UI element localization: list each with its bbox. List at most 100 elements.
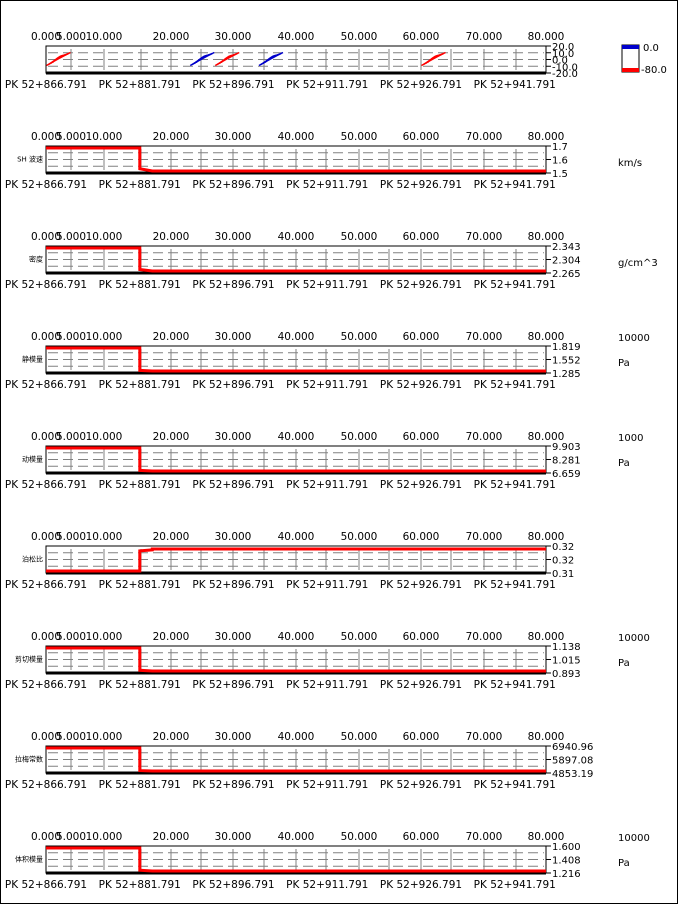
panel-title: 密度 [29, 255, 43, 264]
seismic-feature [189, 51, 215, 67]
pk-label: PK 52+941.791 [474, 179, 556, 191]
pk-label: PK 52+926.791 [380, 579, 462, 591]
pk-label: PK 52+881.791 [99, 879, 181, 891]
x-tick-label: 70.000 [466, 131, 503, 143]
x-tick-label: 20.000 [153, 431, 190, 443]
y-tick-label: 1.5 [552, 169, 568, 180]
x-tick-label: 10.000 [86, 231, 123, 243]
pk-label: PK 52+911.791 [286, 279, 368, 291]
series-line [46, 746, 546, 773]
pk-label: PK 52+926.791 [380, 679, 462, 691]
pk-label: PK 52+896.791 [192, 479, 274, 491]
x-tick-label: 60.000 [403, 331, 440, 343]
pk-label: PK 52+896.791 [192, 679, 274, 691]
pk-label: PK 52+881.791 [99, 79, 181, 91]
unit-label: g/cm^3 [618, 258, 658, 269]
y-tick-label: 4853.19 [552, 769, 593, 780]
x-tick-label: 80.000 [528, 331, 565, 343]
panel-title: 动模量 [22, 455, 43, 464]
panel-title: 静模量 [22, 355, 43, 364]
panel-title: 泊松比 [22, 555, 43, 564]
pk-label: PK 52+941.791 [474, 479, 556, 491]
pk-label: PK 52+866.791 [5, 579, 87, 591]
x-tick-label: 80.000 [528, 731, 565, 743]
x-tick-label: 60.000 [403, 431, 440, 443]
x-tick-label: 80.000 [528, 631, 565, 643]
series-line [46, 547, 546, 573]
panel-title: 拉梅常数 [15, 755, 43, 764]
pk-label: PK 52+911.791 [286, 479, 368, 491]
x-tick-label: 70.000 [466, 631, 503, 643]
x-tick-label: 70.000 [466, 731, 503, 743]
x-tick-label: 30.000 [215, 731, 252, 743]
y-tick-label: 0.31 [552, 569, 574, 580]
series-line [46, 246, 546, 273]
x-tick-label: 5.000 [56, 531, 86, 543]
x-tick-label: 10.000 [86, 631, 123, 643]
x-tick-label: 30.000 [215, 531, 252, 543]
x-tick-label: 80.000 [528, 131, 565, 143]
x-tick-label: 50.000 [341, 331, 378, 343]
x-tick-label: 80.000 [528, 231, 565, 243]
y-tick-label: 6940.96 [552, 742, 593, 753]
x-tick-label: 20.000 [153, 231, 190, 243]
x-tick-label: 40.000 [278, 831, 315, 843]
series-line [46, 646, 546, 673]
legend-top-swatch [622, 45, 639, 49]
pk-label: PK 52+896.791 [192, 579, 274, 591]
x-tick-label: 30.000 [215, 31, 252, 43]
x-tick-label: 0.000 [31, 331, 61, 343]
y-tick-label: 1.600 [552, 842, 581, 853]
series-line [46, 146, 546, 173]
y-tick-label: 2.304 [552, 256, 581, 267]
panel-title: 剪切模量 [15, 655, 43, 664]
pk-label: PK 52+911.791 [286, 779, 368, 791]
pk-label: PK 52+881.791 [99, 779, 181, 791]
x-tick-label: 40.000 [278, 131, 315, 143]
x-tick-label: 30.000 [215, 631, 252, 643]
x-tick-label: 40.000 [278, 331, 315, 343]
pk-label: PK 52+926.791 [380, 779, 462, 791]
x-tick-label: 60.000 [403, 131, 440, 143]
panel-title: SH 波速 [17, 155, 43, 164]
x-tick-label: 50.000 [341, 231, 378, 243]
y-tick-label: 2.343 [552, 242, 581, 253]
x-tick-label: 0.000 [31, 831, 61, 843]
unit-label: Pa [618, 458, 630, 469]
x-tick-label: 20.000 [153, 31, 190, 43]
x-tick-label: 0.000 [31, 231, 61, 243]
pk-label: PK 52+926.791 [380, 379, 462, 391]
pk-label: PK 52+866.791 [5, 479, 87, 491]
x-tick-label: 70.000 [466, 431, 503, 443]
x-tick-label: 20.000 [153, 331, 190, 343]
x-tick-label: 50.000 [341, 31, 378, 43]
unit-label: 10000 [618, 633, 650, 644]
y-tick-label: 1.015 [552, 656, 581, 667]
legend-bottom-value: -80.0 [641, 65, 667, 76]
pk-label: PK 52+911.791 [286, 179, 368, 191]
y-tick-label: 6.659 [552, 469, 581, 480]
x-tick-label: 50.000 [341, 731, 378, 743]
pk-label: PK 52+926.791 [380, 179, 462, 191]
color-legend: 0.0 -80.0 [621, 43, 667, 76]
legend-bottom-swatch [622, 68, 639, 72]
x-tick-label: 60.000 [403, 31, 440, 43]
pk-label: PK 52+911.791 [286, 579, 368, 591]
x-tick-label: 20.000 [153, 731, 190, 743]
x-tick-label: 50.000 [341, 631, 378, 643]
unit-label: km/s [618, 158, 642, 169]
x-tick-label: 5.000 [56, 231, 86, 243]
x-tick-label: 40.000 [278, 431, 315, 443]
pk-label: PK 52+911.791 [286, 379, 368, 391]
pk-label: PK 52+866.791 [5, 379, 87, 391]
x-tick-label: 30.000 [215, 831, 252, 843]
x-tick-label: 5.000 [56, 731, 86, 743]
x-tick-label: 20.000 [153, 131, 190, 143]
x-tick-label: 20.000 [153, 531, 190, 543]
seismic-feature [421, 51, 446, 67]
